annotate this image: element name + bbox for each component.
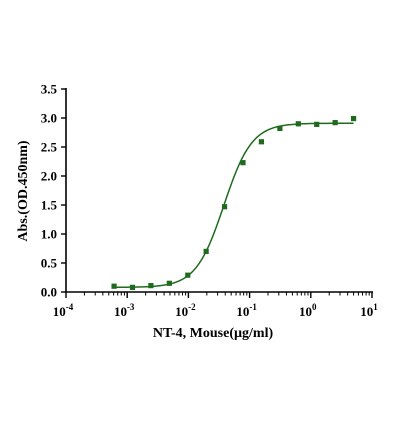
data-points — [111, 115, 357, 290]
data-point — [277, 125, 283, 132]
y-tick-label: 1.5 — [41, 198, 58, 213]
data-point — [203, 248, 209, 254]
x-tick-base: 10 — [114, 304, 127, 319]
y-axis-title: Abs.(OD.450nm) — [16, 140, 31, 241]
x-tick-exponent: -2 — [188, 302, 196, 312]
y-tick-label: 2.5 — [41, 140, 58, 155]
y-tick-label: 3.0 — [41, 111, 57, 126]
x-tick-exponent: 0 — [312, 302, 317, 312]
data-point — [185, 272, 191, 278]
y-tick-label: 0.0 — [41, 285, 57, 300]
fit-curve — [114, 122, 354, 289]
data-point — [166, 280, 172, 286]
y-tick-label: 2.0 — [41, 169, 57, 184]
data-point — [314, 121, 320, 127]
data-point — [332, 120, 338, 126]
x-tick-base: 10 — [175, 304, 188, 319]
x-tick-base: 10 — [299, 304, 312, 319]
x-tick-label: 10-2 — [175, 302, 196, 319]
x-axis-title: NT-4, Mouse(µg/ml) — [153, 326, 274, 341]
data-point — [148, 283, 154, 289]
x-tick-base: 10 — [53, 304, 66, 319]
x-tick-label: 10-4 — [53, 302, 74, 319]
x-tick-base: 10 — [236, 304, 249, 319]
data-point — [111, 283, 117, 289]
x-tick-label: 101 — [360, 302, 378, 319]
y-tick-label: 3.5 — [41, 82, 58, 97]
x-tick-label: 100 — [299, 302, 317, 319]
x-tick-base: 10 — [360, 304, 373, 319]
data-point — [258, 139, 265, 145]
y-tick-label: 1.0 — [41, 227, 57, 242]
axes: 0.00.51.01.52.02.53.03.510-4 10-3 10-2 10-1… — [41, 82, 379, 320]
x-tick-exponent: 1 — [373, 302, 378, 312]
data-point — [221, 204, 228, 210]
x-tick-label: 10-3 — [114, 302, 135, 319]
y-tick-label: 0.5 — [41, 256, 58, 271]
x-tick-exponent: -1 — [249, 302, 257, 312]
x-tick-exponent: -3 — [127, 302, 135, 312]
data-point — [295, 121, 301, 127]
data-point — [240, 160, 246, 166]
x-tick-exponent: -4 — [66, 302, 74, 312]
fit-curve-layer — [114, 122, 354, 289]
data-point — [350, 115, 357, 122]
data-point — [129, 284, 136, 290]
x-tick-label: 10-1 — [236, 302, 257, 319]
